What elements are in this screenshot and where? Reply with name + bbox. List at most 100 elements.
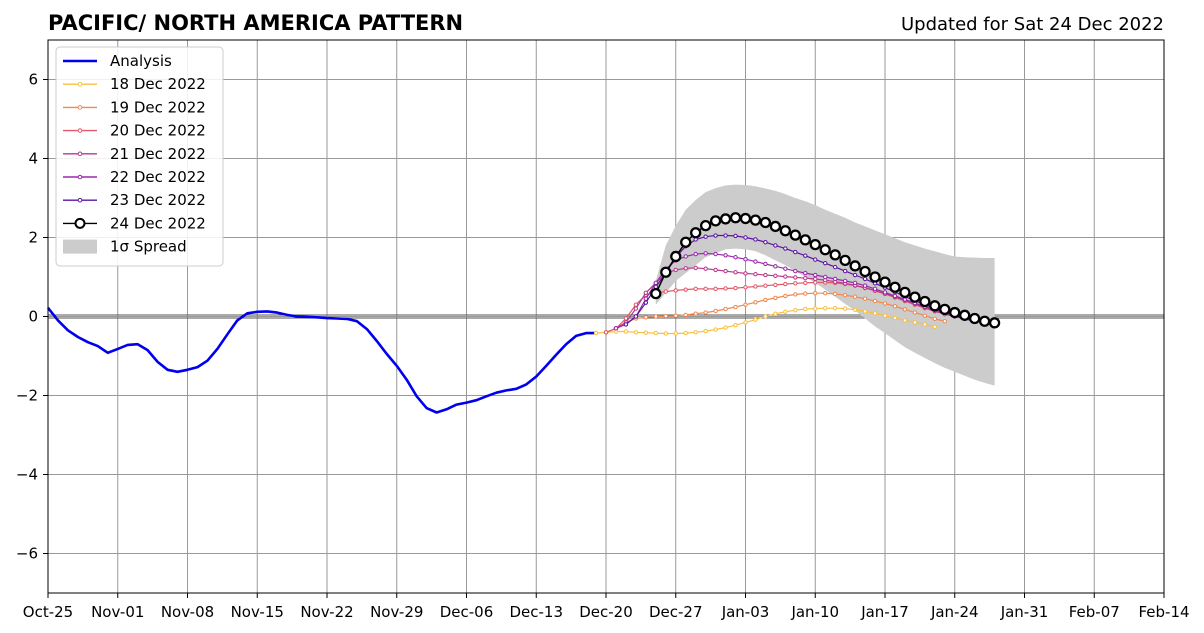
series-point (813, 290, 818, 296)
series-point (623, 316, 629, 321)
series-point (763, 240, 768, 245)
legend-entry: 21 Dec 2022 (63, 145, 206, 163)
series-point (809, 238, 821, 251)
series-point (832, 276, 838, 282)
series-point (653, 280, 659, 286)
series-point (869, 271, 881, 283)
legend-box (55, 46, 224, 267)
legend-label: 20 Dec 2022 (110, 122, 206, 140)
series-point (852, 307, 858, 312)
series-point (723, 253, 728, 258)
series-point (902, 307, 908, 312)
x-tick-label: Jan-17 (860, 603, 909, 621)
series-point (919, 295, 931, 308)
series-point (862, 283, 868, 288)
y-tick-label: −4 (16, 466, 38, 484)
series-point (783, 293, 788, 299)
chart-title: PACIFIC/ NORTH AMERICA PATTERN (48, 11, 463, 35)
series-point (663, 331, 668, 336)
series-point (683, 330, 688, 336)
series-point (793, 249, 798, 255)
series-point (723, 268, 728, 274)
series-point (793, 307, 798, 313)
x-tick-label: Feb-07 (1069, 603, 1120, 621)
series-point (703, 234, 708, 239)
y-tick-label: 6 (28, 71, 38, 89)
series-point (713, 286, 718, 292)
series-point (743, 271, 748, 276)
legend-label: 21 Dec 2022 (110, 145, 206, 163)
x-tick-label: Jan-24 (930, 603, 979, 621)
series-point (783, 309, 788, 314)
x-tick-label: Dec-20 (579, 603, 633, 621)
legend: Analysis 18 Dec 2022 19 Dec 2022 20 Dec 202… (55, 46, 224, 267)
series-point (729, 212, 742, 224)
spread-band-layer (655, 184, 995, 386)
series-point (743, 285, 748, 290)
series-point (813, 306, 818, 311)
series-point (929, 300, 941, 312)
x-tick-label: Nov-15 (231, 603, 284, 621)
legend-entry: Analysis (63, 52, 172, 70)
series-point (803, 270, 808, 276)
series-point (783, 266, 788, 271)
series-point (703, 266, 708, 271)
legend-entry: 24 Dec 2022 (63, 214, 206, 232)
series-point (852, 280, 858, 286)
series-point (633, 314, 639, 319)
series-point (932, 316, 938, 322)
series-point (813, 272, 818, 278)
series-point (673, 331, 678, 336)
series-point (779, 225, 792, 237)
series-point (623, 322, 629, 327)
x-tick-label: Dec-27 (649, 603, 703, 621)
series-point (842, 306, 848, 311)
series-point (892, 315, 898, 321)
series-point (733, 233, 738, 239)
series-point (633, 302, 639, 307)
series-point (719, 213, 732, 225)
series-point (693, 311, 698, 316)
series-point (693, 265, 698, 271)
legend-label: 18 Dec 2022 (110, 75, 206, 93)
series-point (690, 227, 702, 239)
series-point (969, 312, 981, 325)
series-point (803, 291, 808, 296)
legend-marker (77, 174, 83, 180)
legend-swatch (63, 239, 97, 254)
series-point (643, 290, 649, 295)
series-point (879, 276, 891, 288)
series-point (713, 327, 718, 332)
series-point (680, 236, 692, 248)
series-point (799, 234, 811, 246)
series-point (753, 272, 758, 277)
series-point (683, 312, 688, 318)
series-point (842, 268, 848, 274)
series-point (793, 281, 798, 286)
series-point (660, 266, 672, 278)
series-point (949, 306, 961, 319)
series-point (899, 286, 911, 299)
series-point (703, 251, 708, 256)
series-point (902, 318, 908, 323)
y-tick-label: 0 (28, 308, 38, 326)
x-tick-label: Jan-03 (721, 603, 770, 621)
series-point (723, 325, 728, 330)
series-point (743, 320, 748, 325)
series-point (623, 329, 629, 334)
legend-label: 19 Dec 2022 (110, 98, 206, 116)
series-point (773, 311, 778, 316)
legend-entry: 18 Dec 2022 (63, 75, 206, 93)
series-point (763, 272, 768, 278)
series-point (603, 330, 609, 335)
legend-label: Analysis (110, 52, 172, 70)
series-point (859, 265, 871, 278)
series-point (733, 255, 738, 260)
series-point (909, 291, 921, 303)
series-point (753, 300, 758, 305)
series-point (803, 280, 808, 286)
legend-label: 24 Dec 2022 (110, 214, 206, 232)
series-point (823, 274, 828, 280)
series-point (773, 295, 778, 301)
series-point (733, 285, 738, 291)
